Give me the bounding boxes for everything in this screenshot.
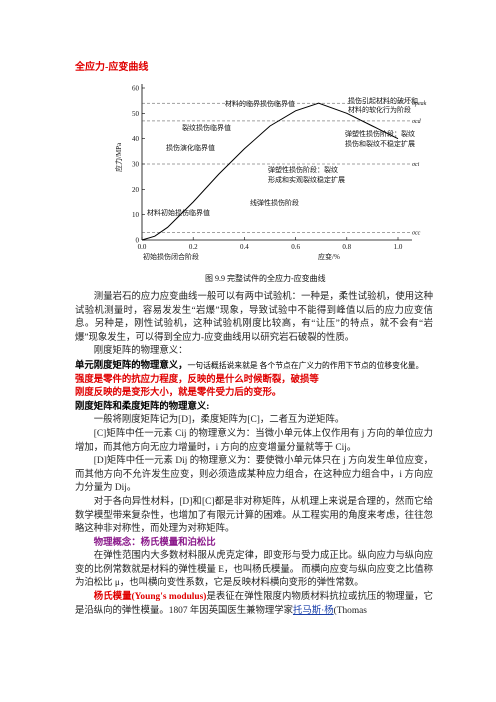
paragraph: [D]矩阵中任一元素 Dij 的物理意义为：要使微小单元体只在 j 方向发生单位…	[75, 456, 433, 494]
y-tick-label: 30	[132, 161, 140, 169]
annotation: 初始损伤闭合阶段	[143, 252, 199, 261]
paragraph: 刚度矩阵和柔度矩阵的物理意义:	[75, 401, 210, 412]
annotation: 弹塑性损伤阶段：裂纹	[268, 165, 338, 174]
annotation: 材料的软化行为阶段	[348, 105, 411, 114]
text: 单元刚度矩阵的物理意义，	[75, 360, 188, 371]
annotation: 弹塑性损伤阶段：裂纹	[345, 129, 415, 138]
x-tick-label: 0.2	[189, 243, 198, 251]
paragraph: 一般将刚度矩阵记为[D]，柔度矩阵为[C]，二者互为逆矩阵。	[93, 415, 345, 426]
paragraph: 物理概念：杨氏模量和泊松比	[93, 537, 216, 548]
paragraph: 强度是零件的抗应力程度，反映的是什么时候断裂，破损等	[75, 374, 319, 385]
paragraph: 在弹性范围内大多数材料服从虎克定律，即变形与受力成正比。纵向应力与纵向应变的比例…	[75, 551, 433, 589]
y-tick-label: 60	[132, 85, 140, 93]
paragraph: 杨氏模量(Young's modulus)是表征在弹性限度内物质材料抗拉或抗压的…	[75, 591, 433, 618]
level-label: σci	[412, 162, 420, 168]
figure: 全应力-应变曲线 材料的临界损伤临界值 损伤引起材料的破坏和 材料的软化行为阶段…	[74, 60, 427, 283]
annotation: 材料的临界损伤临界值	[225, 99, 295, 108]
text: 一句话概括说来就是 各个节点在广义力的作用下节点的位移变化量。	[187, 360, 424, 370]
title: 全应力-应变曲线	[74, 60, 148, 73]
link[interactable]: 托马斯·杨	[292, 605, 334, 616]
body-text: 测量岩石的应力应变曲线一般可以有两中试验机：一种是，柔性试验机，使用这种试验机测…	[75, 291, 433, 618]
y-tick-label: 50	[132, 110, 140, 118]
curve	[141, 102, 399, 241]
text: (Thomas	[333, 605, 367, 616]
x-tick-label: 1.0	[394, 243, 403, 251]
annotation: 形成和实观裂纹稳定扩展	[268, 175, 345, 184]
y-axis-label: 应力/MPa	[114, 142, 123, 172]
paragraph: 单元刚度矩阵的物理意义，一句话概括说来就是 各个节点在广义力的作用下节点的位移变…	[75, 359, 433, 374]
paragraph: [C]矩阵中任一元素 Cij 的物理意义为：当微小单元体上仅作用有 j 方向的单…	[75, 428, 433, 453]
paragraph: 测量岩石的应力应变曲线一般可以有两中试验机：一种是，柔性试验机，使用这种试验机测…	[75, 292, 433, 343]
paragraph: 刚度矩阵的物理意义：	[93, 346, 188, 357]
annotation: 线弹性损伤阶段	[250, 198, 299, 207]
x-tick-label: 0.0	[138, 243, 147, 251]
paragraph: 对于各向异性材料，[D]和[C]都是非对称矩阵，从机理上来说是合理的，然而它给数…	[75, 496, 433, 535]
caption: 图 9.9 完整试件的全应力-应变曲线	[205, 273, 326, 283]
level-label: σcc	[412, 230, 421, 236]
annotation: 损伤演化临界值	[166, 143, 215, 152]
annotation: 裂纹损伤临界值	[182, 123, 231, 132]
x-axis-label: 应变/%	[318, 252, 340, 261]
x-tick-label: 0.8	[342, 243, 351, 251]
annotation: 损伤引起材料的破坏和	[348, 96, 418, 105]
paragraph: 刚度反映的是变形大小，就是零件受力后的变形。	[75, 388, 282, 399]
level-label: σpeak	[412, 101, 427, 107]
y-tick-label: 10	[132, 211, 140, 219]
text: 是表征在弹性限度内物质材料抗拉或抗压的物理量，它是沿纵向的弹性模量。1807 年…	[75, 592, 433, 616]
text: 杨氏模量(Young's modulus)	[93, 592, 207, 603]
level-label: σcd	[412, 119, 422, 125]
y-tick-label: 0	[136, 237, 140, 245]
annotation: 损伤和裂纹不稳定扩展	[345, 139, 415, 148]
annotation: 材料初始损伤临界值	[147, 208, 210, 217]
x-tick-label: 0.4	[240, 243, 249, 251]
x-tick-label: 0.6	[291, 243, 300, 251]
y-tick-label: 20	[132, 186, 140, 194]
y-tick-label: 40	[132, 135, 140, 143]
